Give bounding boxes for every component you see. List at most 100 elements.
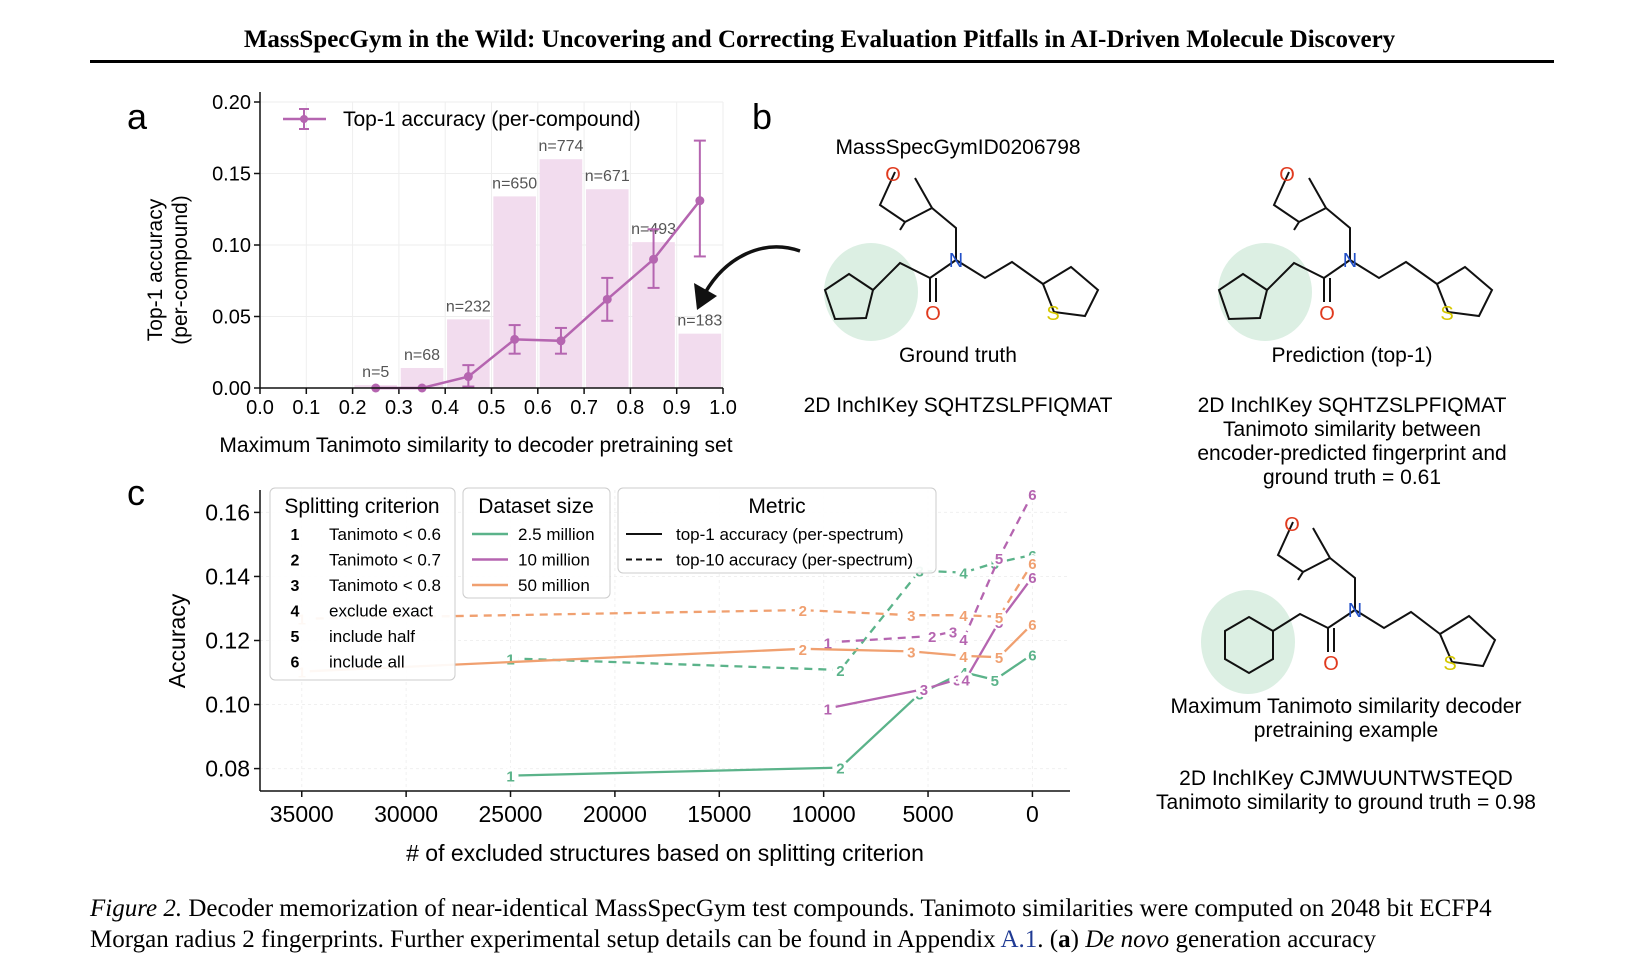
c-ytick-label: 0.10	[205, 692, 250, 718]
legend-split-num: 3	[291, 578, 300, 595]
pred-sulfur: S	[1440, 303, 1453, 325]
legend-metric-label: top-10 accuracy (per-spectrum)	[676, 551, 913, 570]
a-bar	[678, 333, 722, 388]
legend-split-label: Tanimoto < 0.8	[329, 576, 441, 595]
pred-oxygen-furan: O	[1279, 164, 1295, 186]
caption-italic: De novo	[1085, 926, 1170, 953]
c-point-bg	[955, 607, 972, 624]
c-ytick-label: 0.14	[205, 563, 250, 589]
legend-split-num: 5	[291, 629, 300, 646]
legend-split-title: Splitting criterion	[284, 495, 439, 518]
ground-truth-molecule: O N O S	[823, 164, 1100, 341]
legend-split-label: include all	[329, 653, 405, 672]
c-xtick-label: 30000	[374, 801, 438, 827]
c-point-label: 3	[907, 608, 915, 625]
legend-size-label: 2.5 million	[518, 525, 595, 544]
c-point-label: 1	[824, 701, 832, 718]
c-point-bg	[991, 608, 1008, 625]
c-series-line	[510, 553, 1033, 672]
a-xtick-label: 0.9	[663, 397, 691, 419]
a-bar-count: n=671	[585, 168, 630, 185]
c-point-bg	[1024, 646, 1041, 663]
legend-split-num: 2	[291, 553, 300, 570]
c-xtick-label: 20000	[583, 801, 647, 827]
max-nitrogen: N	[1348, 600, 1362, 622]
a-xtick-label: 0.4	[431, 397, 459, 419]
c-point-label: 6	[1028, 570, 1036, 587]
gt-sulfur: S	[1046, 303, 1059, 325]
max-similarity-label-2: pretraining example	[1254, 719, 1438, 742]
c-point-label: 4	[959, 632, 968, 649]
a-bar-count: n=232	[446, 298, 491, 315]
molecule-id: MassSpecGymID0206798	[835, 136, 1080, 159]
c-series-line	[301, 562, 1034, 620]
legend-size-box	[462, 487, 611, 599]
a-accuracy-point	[602, 294, 612, 304]
a-bar-count: n=5	[362, 364, 389, 381]
a-accuracy-point	[510, 334, 520, 344]
ground-truth-inchikey: 2D InchIKey SQHTZSLPFIQMAT	[804, 394, 1113, 417]
c-ytick-label: 0.12	[205, 628, 250, 654]
caption-appendix-link[interactable]: A.1	[1000, 926, 1038, 953]
legend-metric-title: Metric	[748, 495, 805, 518]
c-ytick-label: 0.08	[205, 756, 250, 782]
a-accuracy-point	[695, 196, 705, 206]
a-bar-count: n=650	[492, 175, 537, 192]
caption-text-4: generation accuracy	[1175, 926, 1376, 953]
c-point-bg	[1024, 485, 1041, 502]
legend-size-label: 10 million	[518, 551, 590, 570]
max-similarity-molecule: O N O S	[1201, 514, 1497, 694]
c-point-label: 4	[959, 649, 968, 666]
legend-split-label: Tanimoto < 0.6	[329, 525, 441, 544]
prediction-similarity-3: ground truth = 0.61	[1263, 466, 1441, 489]
c-point-label: 3	[953, 673, 961, 690]
figure-caption: Figure 2. Decoder memorization of near-i…	[90, 893, 1554, 955]
legend-split-num: 6	[291, 655, 300, 672]
c-point-label: 4	[959, 566, 968, 583]
panel-a-legend-label: Top-1 accuracy (per-compound)	[343, 108, 641, 131]
c-point-label: 2	[928, 629, 936, 646]
a-accuracy-point	[649, 254, 659, 264]
c-point-label: 4	[959, 608, 968, 625]
panel-a-ylabel: Top-1 accuracy	[144, 198, 167, 341]
a-xtick-label: 0.5	[478, 397, 506, 419]
c-point-label: 2	[836, 663, 844, 680]
a-xtick-label: 0.6	[524, 397, 552, 419]
c-point-bg	[986, 671, 1003, 688]
caption-text-1: Decoder memorization of near-identical M…	[90, 895, 1492, 953]
max-sulfur: S	[1443, 653, 1456, 675]
legend-split-box	[269, 487, 456, 681]
c-point-bg	[1024, 615, 1041, 632]
panel-b-letter: b	[752, 96, 772, 137]
a-xtick-label: 0.8	[616, 397, 644, 419]
panel-a-ylabel-2: (per-compound)	[169, 195, 192, 344]
pointer-arrowhead	[694, 283, 717, 310]
caption-text-3: )	[1070, 926, 1079, 953]
c-point-label: 2	[799, 603, 807, 620]
a-xtick-label: 0.1	[292, 397, 320, 419]
max-oxygen-furan: O	[1284, 514, 1300, 536]
c-xtick-label: 10000	[792, 801, 856, 827]
c-point-label: 6	[1028, 617, 1036, 634]
c-point-label: 5	[995, 551, 1003, 568]
c-point-bg	[819, 634, 836, 651]
panel-c-xlabel: # of excluded structures based on splitt…	[406, 840, 924, 866]
caption-figure-label: Figure 2.	[90, 895, 183, 922]
c-point-label: 2	[799, 642, 807, 659]
running-header: MassSpecGym in the Wild: Uncovering and …	[243, 26, 1396, 53]
c-point-bg	[832, 661, 849, 678]
legend-split-label: include half	[329, 627, 415, 646]
a-accuracy-line	[375, 199, 701, 390]
c-point-bg	[794, 602, 811, 619]
panel-a-legend: Top-1 accuracy (per-compound)	[283, 108, 641, 131]
a-bar-count: n=68	[404, 347, 440, 364]
c-point-label: 6	[1028, 647, 1036, 664]
legend-metric-label: top-1 accuracy (per-spectrum)	[676, 525, 904, 544]
c-point-bg	[991, 549, 1008, 566]
ground-truth-label: Ground truth	[899, 344, 1017, 367]
gt-oxygen-furan: O	[885, 164, 901, 186]
c-point-bg	[832, 759, 849, 776]
max-similarity-inchikey: 2D InchIKey CJMWUUNTWSTEQD	[1179, 767, 1513, 790]
c-point-bg	[991, 649, 1008, 666]
a-xtick-label: 0.7	[570, 397, 598, 419]
